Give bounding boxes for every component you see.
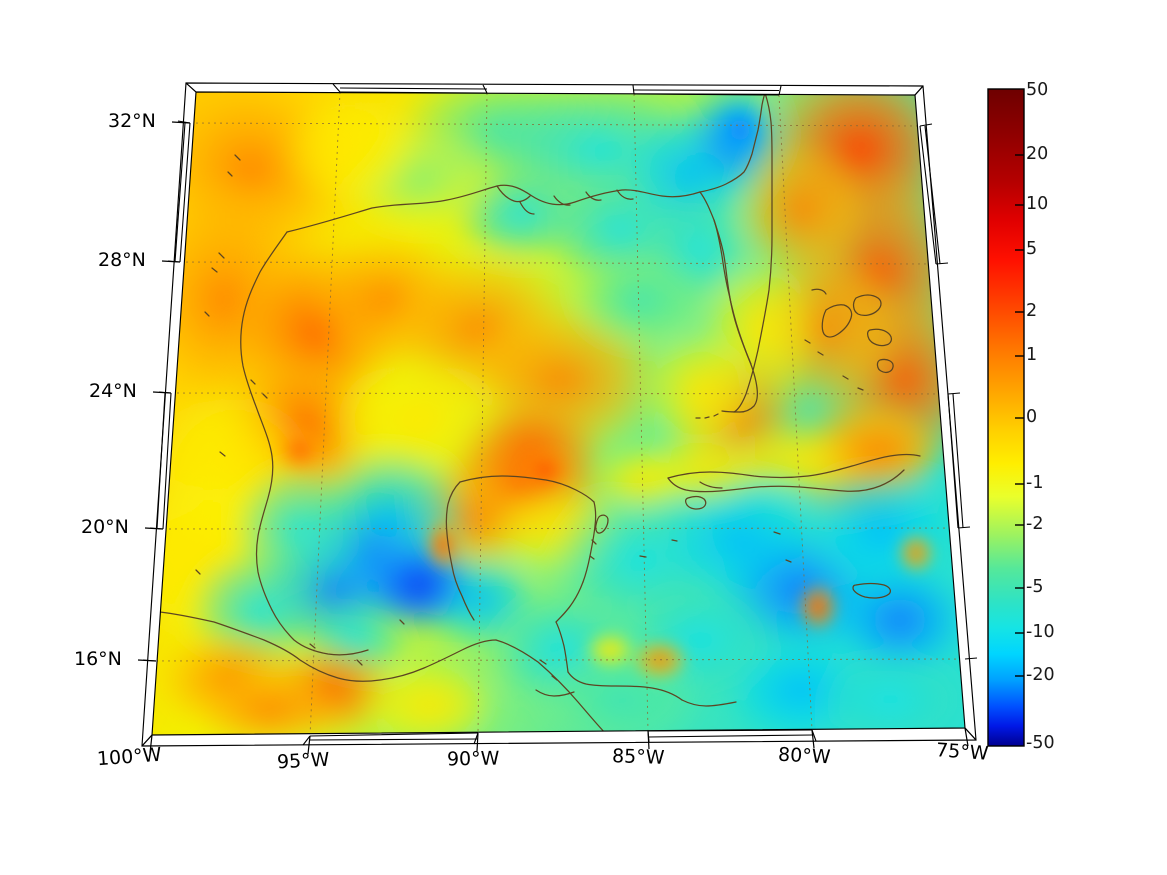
colorbar-label-neg10: -10 — [1026, 622, 1055, 642]
colorbar-label-0: 0 — [1026, 407, 1038, 427]
colorbar-ticks — [1015, 154, 1024, 677]
graticule — [155, 92, 965, 735]
lat-tick-32n: 32°N — [108, 110, 156, 132]
colorbar-label-neg5: -5 — [1026, 577, 1044, 597]
lat-tick-16n: 16°N — [74, 648, 122, 670]
colorbar-label-5: 5 — [1026, 239, 1038, 259]
colorbar-label-1: 1 — [1026, 345, 1038, 365]
colorbar-label-20: 20 — [1026, 144, 1049, 164]
colorbar-label-50: 50 — [1026, 80, 1049, 100]
colorbar-label-neg1: -1 — [1026, 473, 1044, 493]
lat-tick-28n: 28°N — [98, 249, 146, 271]
colorbar-label-neg50: -50 — [1026, 733, 1055, 753]
lat-tick-20n: 20°N — [81, 516, 129, 538]
colorbar-label-10: 10 — [1026, 194, 1049, 214]
colorbar-label-neg20: -20 — [1026, 665, 1055, 685]
colorbar-label-neg2: -2 — [1026, 514, 1044, 534]
map-frame — [137, 82, 978, 755]
colorbar-label-2: 2 — [1026, 301, 1038, 321]
lat-tick-24n: 24°N — [89, 380, 137, 402]
coastlines — [159, 92, 921, 735]
